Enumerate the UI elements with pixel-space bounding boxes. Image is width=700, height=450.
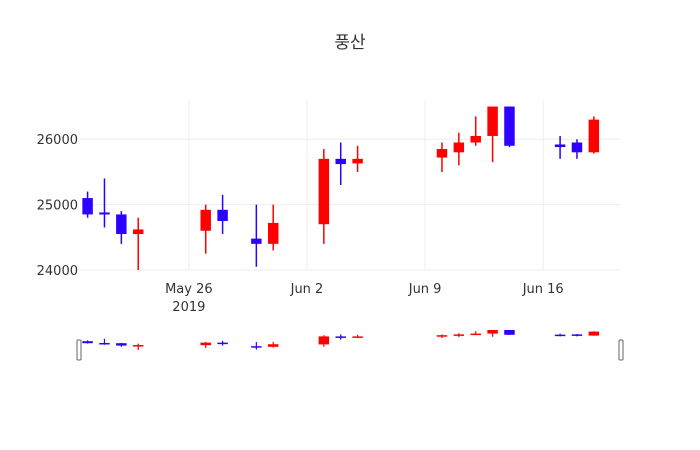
slider-candle-body bbox=[453, 334, 465, 336]
slider-candle bbox=[116, 342, 127, 347]
slider-candle-body bbox=[82, 341, 93, 344]
candle-body bbox=[571, 142, 583, 153]
slider-candle bbox=[436, 334, 448, 338]
slider-candle-body bbox=[318, 336, 330, 345]
candle-increasing bbox=[352, 145, 363, 172]
candle-body bbox=[267, 222, 279, 244]
slider-candle-body bbox=[588, 331, 600, 336]
candle-increasing bbox=[267, 204, 279, 251]
slider-candle-body bbox=[470, 333, 481, 336]
y-tick-label: 24000 bbox=[37, 264, 78, 279]
slider-candle-body bbox=[554, 334, 566, 337]
candles bbox=[82, 106, 600, 270]
range-slider[interactable] bbox=[76, 330, 624, 361]
candle-body bbox=[82, 198, 93, 215]
slider-candle-body bbox=[116, 343, 127, 346]
slider-candle-body bbox=[487, 330, 498, 334]
chart-title: 풍산 bbox=[334, 33, 366, 53]
candle-increasing bbox=[470, 116, 481, 146]
slider-candle bbox=[335, 334, 346, 340]
x-tick-label: Jun 9 bbox=[408, 282, 442, 297]
slider-candle bbox=[267, 342, 279, 348]
slider-candle bbox=[487, 330, 498, 337]
slider-candle bbox=[352, 334, 363, 338]
slider-candle-body bbox=[99, 342, 110, 345]
slider-candle bbox=[200, 342, 211, 348]
range-slider-right-handle[interactable] bbox=[618, 339, 624, 361]
candle-decreasing bbox=[99, 178, 110, 228]
x-tick-label: May 26 bbox=[165, 282, 213, 297]
slider-candle-body bbox=[571, 334, 583, 336]
candle-body bbox=[318, 158, 330, 225]
slider-candle-body bbox=[200, 342, 211, 346]
slider-candle-body bbox=[335, 336, 346, 338]
slider-candle bbox=[251, 342, 262, 350]
candle-decreasing bbox=[116, 211, 127, 244]
range-slider-left-handle[interactable] bbox=[76, 339, 82, 361]
candle-decreasing bbox=[504, 106, 515, 148]
slider-candle bbox=[588, 331, 600, 336]
x-tick-label: Jun 16 bbox=[522, 282, 564, 297]
candle-body bbox=[470, 135, 481, 143]
slider-candle-body bbox=[352, 336, 363, 338]
candle-decreasing bbox=[571, 139, 583, 159]
candle-body bbox=[554, 144, 566, 148]
slider-candle-body bbox=[217, 342, 228, 345]
candle-body bbox=[251, 238, 262, 244]
candle-body bbox=[200, 209, 211, 231]
candle-decreasing bbox=[82, 191, 93, 218]
candle-body bbox=[132, 229, 144, 235]
candle-decreasing bbox=[335, 142, 346, 185]
slider-candle bbox=[132, 343, 144, 350]
candle-body bbox=[116, 214, 127, 235]
candle-body bbox=[436, 149, 448, 158]
slider-candle bbox=[571, 334, 583, 337]
x-axis-ticks: May 26 2019 Jun 2 Jun 9 Jun 16 bbox=[165, 282, 564, 315]
slider-candle-body bbox=[436, 335, 448, 337]
slider-candle bbox=[99, 338, 110, 345]
slider-candle bbox=[470, 331, 481, 336]
candle-body bbox=[504, 106, 515, 146]
candle-increasing bbox=[318, 149, 330, 244]
y-tick-label: 25000 bbox=[37, 199, 78, 214]
y-tick-label: 26000 bbox=[37, 133, 78, 148]
y-axis-ticks: 24000 25000 26000 bbox=[37, 133, 78, 279]
candle-body bbox=[487, 106, 498, 136]
slider-candle bbox=[217, 340, 228, 346]
candle-decreasing bbox=[554, 135, 566, 159]
candle-increasing bbox=[453, 132, 465, 166]
candle-decreasing bbox=[251, 204, 262, 267]
candle-increasing bbox=[132, 217, 144, 270]
grid-layer bbox=[80, 100, 620, 271]
candle-decreasing bbox=[217, 194, 228, 235]
candle-increasing bbox=[588, 116, 600, 154]
slider-candle bbox=[318, 335, 330, 347]
x-tick-label: Jun 2 bbox=[290, 282, 324, 297]
slider-candle-body bbox=[267, 344, 279, 347]
candle-increasing bbox=[436, 142, 448, 172]
slider-candle bbox=[453, 333, 465, 338]
candle-body bbox=[217, 209, 228, 221]
slider-candle-body bbox=[132, 345, 144, 347]
candle-increasing bbox=[487, 106, 498, 163]
slider-candle bbox=[554, 333, 566, 337]
candle-body bbox=[588, 119, 600, 153]
candle-body bbox=[99, 212, 110, 215]
slider-candle bbox=[504, 330, 515, 335]
x-tick-year-label: 2019 bbox=[172, 300, 205, 315]
slider-candle bbox=[82, 340, 93, 344]
slider-candle-body bbox=[251, 346, 262, 348]
candle-body bbox=[453, 142, 465, 153]
candle-body bbox=[335, 158, 346, 165]
candle-increasing bbox=[200, 204, 211, 254]
slider-candle-body bbox=[504, 330, 515, 335]
candle-body bbox=[352, 158, 363, 164]
